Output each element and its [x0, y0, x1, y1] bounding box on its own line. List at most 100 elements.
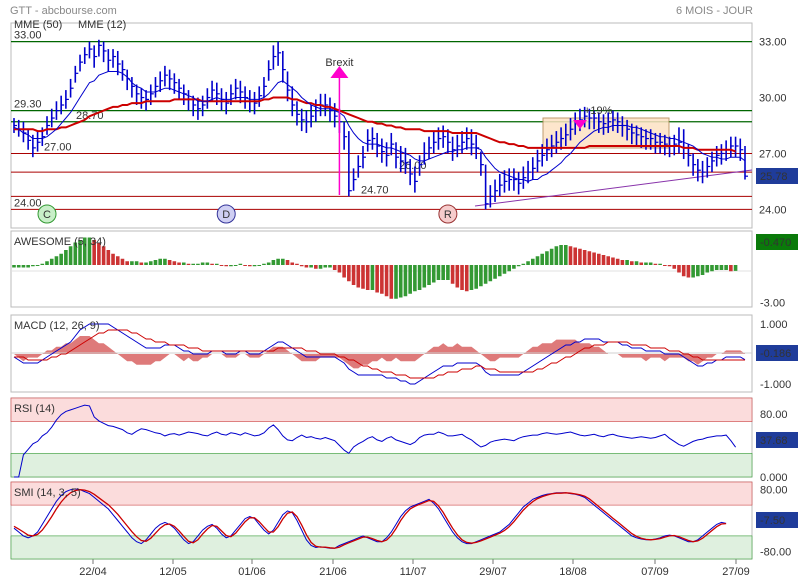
price-bar: [267, 60, 272, 81]
price-bar: [409, 159, 414, 186]
price-bar: [357, 155, 362, 178]
rsi-last-value: 37.68: [760, 435, 788, 447]
awesome-bar: [73, 242, 78, 265]
awesome-bar: [630, 261, 634, 265]
awesome-bar: [427, 265, 431, 285]
rsi-panel: RSI (14) 80.00 0.000 37.68: [10, 397, 798, 484]
price-last-value: 25.78: [760, 171, 788, 183]
awesome-bar: [526, 261, 530, 265]
awesome-bar: [639, 262, 644, 265]
awesome-bar: [26, 265, 30, 268]
price-bar: [65, 90, 69, 109]
awesome-bar: [549, 248, 554, 265]
awesome-bar: [111, 253, 115, 265]
price-annotations: Brexit +19% C D R: [37, 57, 613, 224]
awesome-bar: [309, 265, 313, 268]
price-bar: [550, 134, 555, 158]
brexit-label: Brexit: [325, 57, 353, 69]
awesome-bar: [578, 248, 582, 265]
awesome-bar: [290, 262, 295, 265]
price-bar: [527, 160, 532, 184]
awesome-bar: [16, 265, 21, 268]
macd-title: MACD (12, 26, 9): [14, 320, 100, 332]
awesome-bar: [714, 265, 719, 270]
smi-title: SMI (14, 3, 5): [14, 487, 81, 499]
awesome-bar: [337, 265, 342, 273]
awesome-bar: [214, 263, 219, 265]
price-bar: [583, 106, 588, 128]
price-bar: [79, 54, 84, 72]
legend-mme12: MME (12): [78, 19, 126, 31]
price-bar: [428, 136, 433, 160]
awesome-bar: [115, 256, 120, 265]
awesome-bar: [394, 265, 398, 299]
price-bar: [154, 77, 159, 98]
awesome-bar: [257, 265, 262, 266]
price-bar: [371, 127, 376, 150]
awesome-bar: [620, 260, 625, 265]
price-bar: [564, 123, 569, 146]
price-bar: [234, 78, 239, 100]
awesome-bar: [134, 261, 139, 265]
awesome-bar: [361, 265, 365, 289]
rsi-y-tick-0: 80.00: [760, 409, 788, 421]
awesome-bar: [304, 265, 309, 268]
mme12-series-line: [13, 71, 746, 182]
awesome-bar: [375, 265, 379, 293]
awesome-bar: [559, 245, 563, 265]
awesome-bar: [568, 246, 573, 265]
awesome-bar: [483, 265, 488, 284]
price-bar: [498, 173, 503, 197]
awesome-bar: [380, 265, 384, 294]
price-candles: [13, 39, 748, 210]
macd-last-value: -0.186: [760, 348, 791, 360]
price-bar: [60, 95, 65, 115]
awesome-bar: [54, 256, 59, 265]
awesome-bar: [181, 262, 186, 265]
awesome-bar: [606, 256, 611, 265]
awesome-bar: [634, 261, 639, 265]
awesome-bar: [148, 261, 153, 265]
support-trendline: [474, 169, 753, 207]
price-bar: [395, 142, 400, 169]
price-bar: [404, 147, 409, 174]
awesome-bar: [248, 265, 252, 267]
awesome-bar: [521, 263, 526, 265]
price-bar: [352, 168, 357, 191]
price-bar: [465, 127, 470, 150]
awesome-y-ticks: -3.00: [760, 298, 785, 310]
awesome-bar: [384, 265, 389, 297]
awesome-bar: [21, 265, 26, 268]
price-bar: [291, 86, 296, 117]
price-bar: [333, 103, 338, 128]
signal-marker-label-r: R: [444, 209, 452, 221]
awesome-bar: [582, 250, 587, 265]
awesome-bar: [398, 265, 403, 298]
price-bar: [442, 125, 447, 148]
smi-last-badge-bg: [756, 512, 798, 528]
awesome-bar: [450, 265, 455, 284]
awesome-bar: [431, 265, 436, 283]
awesome-bar: [243, 265, 247, 266]
awesome-panel: AWESOME (5, 34) -3.00 -0.470: [10, 230, 798, 310]
awesome-bar: [597, 253, 601, 265]
price-bar: [225, 91, 230, 115]
awesome-y-tick-0: -3.00: [760, 298, 785, 310]
awesome-bar: [229, 265, 233, 267]
price-bar: [607, 112, 612, 133]
x-tick-label-3: 21/06: [319, 566, 347, 578]
awesome-bar: [172, 261, 177, 265]
awesome-bar: [625, 260, 629, 265]
awesome-bar: [455, 265, 460, 288]
price-last-badge-bg: [756, 168, 798, 184]
price-bar: [432, 131, 437, 154]
price-bar: [612, 110, 616, 132]
awesome-bar: [144, 262, 148, 265]
awesome-bar: [45, 261, 49, 265]
smi-overbought-zone: [10, 481, 753, 506]
awesome-bar: [686, 265, 691, 278]
macd-series-line: [13, 323, 746, 385]
awesome-bar: [691, 265, 695, 278]
price-bar: [720, 144, 725, 165]
awesome-bar: [31, 265, 35, 267]
